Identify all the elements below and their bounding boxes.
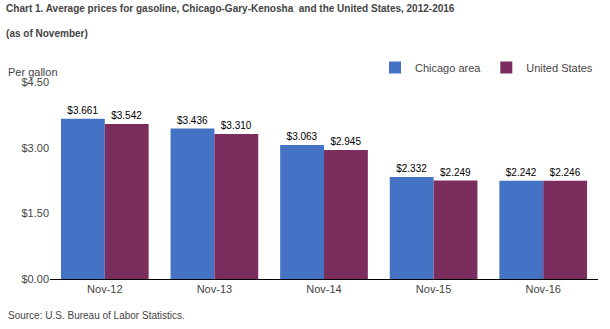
svg-text:Chicago area: Chicago area [415, 62, 481, 74]
svg-text:Per gallon: Per gallon [8, 66, 58, 78]
svg-text:Nov-15: Nov-15 [416, 283, 451, 295]
svg-text:$2.242: $2.242 [506, 167, 537, 178]
svg-text:Nov-14: Nov-14 [306, 283, 341, 295]
svg-text:(as of November): (as of November) [6, 28, 88, 39]
svg-text:Nov-13: Nov-13 [197, 283, 232, 295]
svg-text:$2.332: $2.332 [396, 163, 427, 174]
svg-text:$2.945: $2.945 [330, 136, 361, 147]
svg-text:$3.542: $3.542 [111, 110, 142, 121]
svg-text:$3.310: $3.310 [221, 120, 252, 131]
svg-text:Chart 1. Average prices for ga: Chart 1. Average prices for gasoline, Ch… [6, 3, 455, 14]
svg-text:$3.063: $3.063 [287, 131, 318, 142]
svg-text:$3.00: $3.00 [21, 142, 49, 154]
svg-text:Nov-12: Nov-12 [87, 283, 122, 295]
svg-text:$1.50: $1.50 [21, 207, 49, 219]
svg-text:$4.50: $4.50 [21, 76, 49, 88]
svg-text:$2.246: $2.246 [550, 167, 581, 178]
svg-text:$0.00: $0.00 [21, 273, 49, 285]
svg-text:Source: U.S. Bureau of Labor S: Source: U.S. Bureau of Labor Statistics. [8, 310, 185, 321]
svg-text:United States: United States [526, 62, 593, 74]
svg-text:$3.661: $3.661 [67, 105, 98, 116]
svg-text:Nov-16: Nov-16 [525, 283, 560, 295]
svg-text:$2.249: $2.249 [440, 167, 471, 178]
svg-text:$3.436: $3.436 [177, 115, 208, 126]
